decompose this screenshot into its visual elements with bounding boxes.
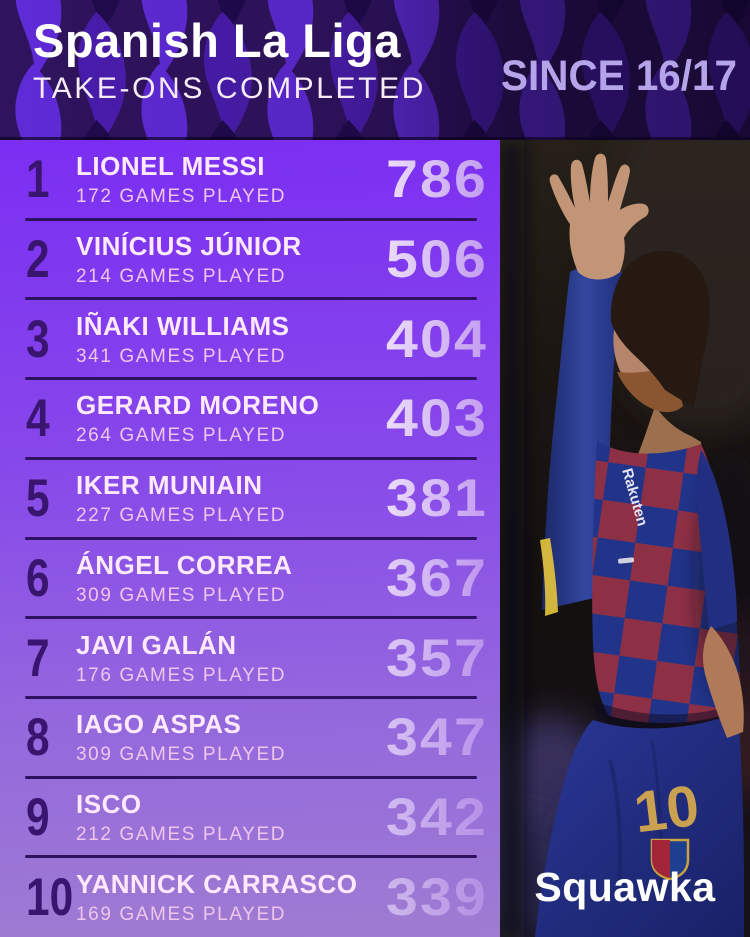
games-played: 341 GAMES PLAYED xyxy=(76,345,287,367)
messi-photo-illustration: Rakuten 10 xyxy=(500,140,750,937)
player-name: JAVI GALÁN xyxy=(76,629,237,660)
ranking-row: 6 ÁNGEL CORREA 309 GAMES PLAYED 367 xyxy=(0,539,500,619)
jersey-number: 10 xyxy=(630,773,702,845)
player-name: VINÍCIUS JÚNIOR xyxy=(76,231,302,262)
takeons-value: 339 xyxy=(337,867,488,928)
takeons-value: 347 xyxy=(337,707,488,768)
rank-number: 5 xyxy=(26,469,50,529)
player-name: IAGO ASPAS xyxy=(76,709,242,740)
player-info: LIONEL MESSI 172 GAMES PLAYED xyxy=(76,151,348,208)
squawka-wordmark: Squawka xyxy=(534,864,716,910)
messi-hanging-arm xyxy=(696,450,744,738)
ranking-row: 7 JAVI GALÁN 176 GAMES PLAYED 357 xyxy=(0,618,500,699)
player-info: YANNICK CARRASCO 169 GAMES PLAYED xyxy=(76,868,358,926)
header-text: Spanish La Liga TAKE-ONS COMPLETED xyxy=(33,16,426,106)
player-info: ÁNGEL CORREA 309 GAMES PLAYED xyxy=(76,550,348,607)
ranking-row: 4 GERARD MORENO 264 GAMES PLAYED 403 xyxy=(0,379,500,460)
player-name: GERARD MORENO xyxy=(76,390,320,421)
games-played: 212 GAMES PLAYED xyxy=(76,823,287,845)
page-subtitle: TAKE-ONS COMPLETED xyxy=(33,72,426,106)
rank-number: 6 xyxy=(26,548,50,608)
since-label: SINCE 16/17 xyxy=(501,52,737,100)
messi-hair xyxy=(610,250,710,408)
takeons-value: 381 xyxy=(337,468,488,529)
player-info: IÑAKI WILLIAMS 341 GAMES PLAYED xyxy=(76,311,348,368)
player-info: GERARD MORENO 264 GAMES PLAYED xyxy=(76,390,348,447)
rank-number: 4 xyxy=(26,389,50,449)
rank-number: 10 xyxy=(26,867,74,927)
takeons-value: 342 xyxy=(337,787,488,848)
player-name: IÑAKI WILLIAMS xyxy=(76,310,290,341)
header-shade-overlay xyxy=(0,0,750,140)
ranking-row: 9 ISCO 212 GAMES PLAYED 342 xyxy=(0,778,500,859)
ranking-list: 1 LIONEL MESSI 172 GAMES PLAYED 786 2 VI… xyxy=(0,140,500,937)
games-played: 172 GAMES PLAYED xyxy=(76,186,287,208)
player-info: VINÍCIUS JÚNIOR 214 GAMES PLAYED xyxy=(76,231,348,288)
player-name: ÁNGEL CORREA xyxy=(76,549,293,580)
ranking-row: 3 IÑAKI WILLIAMS 341 GAMES PLAYED 404 xyxy=(0,299,500,380)
player-info: IKER MUNIAIN 227 GAMES PLAYED xyxy=(76,470,348,527)
ranking-row: 2 VINÍCIUS JÚNIOR 214 GAMES PLAYED 506 xyxy=(0,220,500,301)
takeons-value: 506 xyxy=(337,229,488,290)
ranking-row: 8 IAGO ASPAS 309 GAMES PLAYED 347 xyxy=(0,698,500,779)
player-name: LIONEL MESSI xyxy=(76,151,265,182)
jersey-tag xyxy=(618,557,635,564)
games-played: 309 GAMES PLAYED xyxy=(76,744,287,766)
page-title: Spanish La Liga xyxy=(33,14,401,67)
rank-number: 2 xyxy=(26,230,50,290)
player-info: IAGO ASPAS 309 GAMES PLAYED xyxy=(76,709,348,766)
player-info: ISCO 212 GAMES PLAYED xyxy=(76,789,348,846)
player-name: YANNICK CARRASCO xyxy=(76,868,358,899)
messi-shorts: 10 xyxy=(535,712,744,937)
header: Spanish La Liga TAKE-ONS COMPLETED SINCE… xyxy=(0,0,750,140)
player-name: ISCO xyxy=(76,788,142,819)
takeons-value: 367 xyxy=(337,548,488,609)
games-played: 227 GAMES PLAYED xyxy=(76,505,287,527)
takeons-value: 786 xyxy=(337,149,488,210)
games-played: 169 GAMES PLAYED xyxy=(76,903,287,925)
games-played: 176 GAMES PLAYED xyxy=(76,664,287,686)
player-info: JAVI GALÁN 176 GAMES PLAYED xyxy=(76,630,348,687)
ranking-row: 10 YANNICK CARRASCO 169 GAMES PLAYED 339 xyxy=(0,857,500,937)
takeons-value: 403 xyxy=(337,388,488,449)
takeons-value: 357 xyxy=(337,628,488,689)
takeons-value: 404 xyxy=(337,309,488,370)
ranking-row: 1 LIONEL MESSI 172 GAMES PLAYED 786 xyxy=(0,140,500,221)
games-played: 309 GAMES PLAYED xyxy=(76,584,287,606)
rank-number: 1 xyxy=(26,150,50,210)
messi-head xyxy=(610,250,710,462)
club-crest xyxy=(650,838,690,881)
ranking-row: 5 IKER MUNIAIN 227 GAMES PLAYED 381 xyxy=(0,459,500,540)
games-played: 264 GAMES PLAYED xyxy=(76,425,287,447)
player-name: IKER MUNIAIN xyxy=(76,470,263,501)
messi-hand xyxy=(549,153,649,280)
rank-number: 7 xyxy=(26,628,50,688)
yellow-trim-stripe xyxy=(540,538,558,616)
rank-number: 3 xyxy=(26,309,50,369)
rank-number: 8 xyxy=(26,708,50,768)
rank-number: 9 xyxy=(26,787,50,847)
player-photo-panel: Rakuten 10 Squawka xyxy=(500,140,750,937)
games-played: 214 GAMES PLAYED xyxy=(76,266,287,288)
